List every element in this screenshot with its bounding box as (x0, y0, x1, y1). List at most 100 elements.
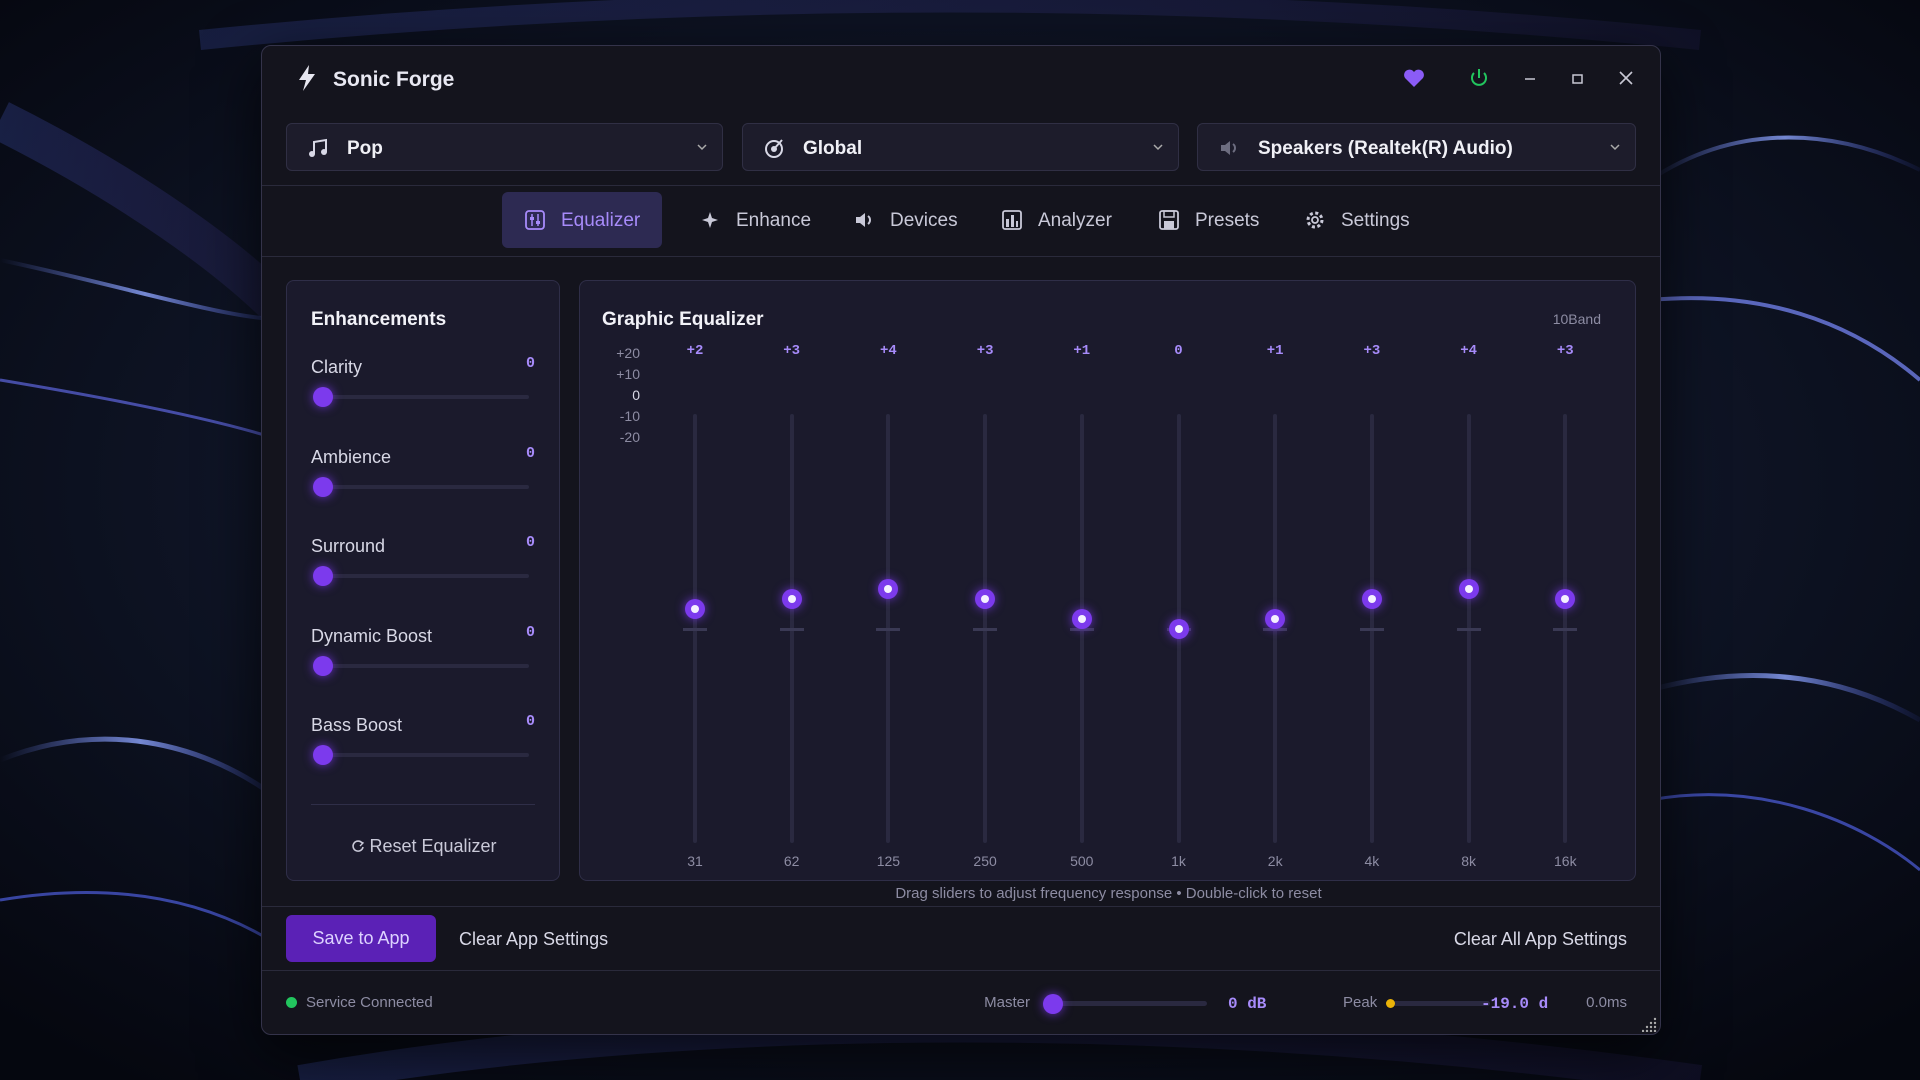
enhancement-knob[interactable] (313, 566, 333, 586)
enhancement-track[interactable] (323, 663, 529, 668)
master-label: Master (984, 994, 1030, 1011)
divider (311, 804, 535, 805)
peak-meter (1390, 1001, 1490, 1006)
enhancement-track[interactable] (323, 574, 529, 578)
band-frequency: 8k (1461, 853, 1476, 869)
scale-label: +20 (616, 345, 640, 361)
music-icon (309, 138, 327, 157)
tab-icon (702, 212, 718, 228)
band-value: 0 (1174, 343, 1183, 359)
clear-button[interactable]: Clear App Settings (459, 929, 609, 949)
scope-dropdown[interactable]: Global (742, 123, 1179, 171)
band-frequency: 4k (1364, 853, 1380, 869)
tab[interactable]: Settings (1282, 192, 1432, 248)
equalizer-panel: Graphic Equalizer 10Band Drag sliders to… (579, 280, 1636, 902)
target-icon (765, 139, 783, 158)
band-frequency: 500 (1070, 853, 1094, 869)
zero-marker (973, 628, 998, 631)
tab[interactable]: Equalizer (502, 192, 662, 248)
master-track[interactable] (1053, 1001, 1207, 1006)
profile-dropdown[interactable]: Pop (286, 123, 723, 171)
minimize-button[interactable] (1522, 70, 1538, 86)
enhancement-label: Surround (311, 536, 386, 556)
band-frequency: 250 (973, 853, 997, 869)
band-knob[interactable] (1555, 588, 1576, 609)
enhancement-knob[interactable] (313, 476, 333, 497)
power-button[interactable] (1468, 67, 1490, 89)
close-button[interactable] (1617, 69, 1635, 87)
app-window: Sonic Forge Pop Global Speakers (Realtek… (261, 45, 1661, 1035)
app-logo (299, 65, 315, 91)
tab[interactable]: Devices (831, 192, 971, 248)
save-button[interactable]: Save to App (286, 915, 436, 962)
tab[interactable]: Enhance (677, 192, 817, 248)
peak-indicator (1386, 999, 1395, 1008)
enhancement-label: Dynamic Boost (311, 625, 433, 646)
zero-marker (683, 628, 707, 631)
scale-label: -20 (619, 429, 640, 445)
chevron (1610, 144, 1620, 151)
tab-icon (1002, 210, 1022, 230)
status-dot (286, 997, 297, 1008)
device-dropdown[interactable]: Speakers (Realtek(R) Audio) (1197, 123, 1636, 171)
enhancement-label: Ambience (311, 446, 392, 467)
hint: Drag sliders to adjust frequency respons… (895, 885, 1322, 902)
band-frequency: 62 (783, 853, 800, 869)
band-value: +1 (1073, 343, 1091, 359)
enhancement-value: 0 (525, 713, 535, 730)
band-knob[interactable] (1168, 619, 1189, 639)
enhancements-panel: Enhancements Reset Equalizer Clarity 0 Amb… (286, 280, 560, 881)
favorite-button[interactable] (1403, 68, 1425, 88)
band-knob[interactable] (685, 598, 705, 619)
tab[interactable]: Analyzer (979, 192, 1129, 248)
peak-label: Peak (1343, 994, 1378, 1011)
latency: 0.0ms (1586, 994, 1627, 1011)
enhancement-track[interactable] (323, 484, 529, 489)
band-value: +4 (1460, 343, 1477, 359)
tab-icon (1306, 211, 1324, 229)
zero-marker (1456, 628, 1481, 631)
enhancement-value: 0 (525, 355, 535, 372)
band-knob[interactable] (1458, 578, 1479, 599)
maximize-button[interactable] (1570, 70, 1586, 86)
band-value: +3 (976, 343, 994, 359)
tab[interactable]: Presets (1136, 192, 1276, 248)
enhancement-knob[interactable] (313, 655, 333, 676)
band-frequency: 31 (687, 853, 703, 869)
peak-value: -19.0 d (1481, 995, 1549, 1013)
enhancement-track[interactable] (323, 753, 529, 757)
zero-marker (1553, 628, 1578, 631)
enhancement-track[interactable] (323, 395, 529, 399)
reset-button[interactable]: Reset Equalizer (287, 836, 561, 857)
band-frequency: 2k (1267, 853, 1283, 869)
enhancement-knob[interactable] (313, 387, 333, 407)
reset-label: Reset Equalizer (369, 836, 497, 856)
band-knob[interactable] (781, 588, 802, 609)
band-mode: 10Band (1552, 311, 1601, 327)
band-frequency: 1k (1171, 853, 1186, 869)
band-knob[interactable] (1071, 608, 1092, 629)
scale-label: -10 (619, 408, 640, 424)
speaker-icon (1221, 141, 1236, 155)
reset-icon (352, 840, 365, 852)
band-knob[interactable] (1265, 608, 1286, 629)
tab-icon (856, 213, 871, 227)
band-knob[interactable] (975, 588, 996, 609)
band-knob[interactable] (1361, 588, 1382, 609)
enhancement-knob[interactable] (313, 745, 333, 765)
enhancement-value: 0 (525, 623, 535, 641)
enhancement-value: 0 (525, 534, 535, 551)
zero-marker (779, 628, 804, 631)
tab-label: Equalizer (561, 210, 641, 231)
band-knob[interactable] (878, 578, 899, 599)
band-frequency: 125 (876, 853, 901, 869)
master-knob[interactable] (1043, 994, 1063, 1014)
service-status: Service Connected (306, 994, 433, 1011)
divider (262, 256, 1660, 257)
divider (262, 185, 1660, 186)
band-value: +3 (783, 343, 801, 359)
resize-grip[interactable] (1642, 1016, 1658, 1032)
clear-all-button[interactable]: Clear All App Settings (1453, 929, 1627, 949)
app-title: Sonic Forge (333, 68, 455, 91)
